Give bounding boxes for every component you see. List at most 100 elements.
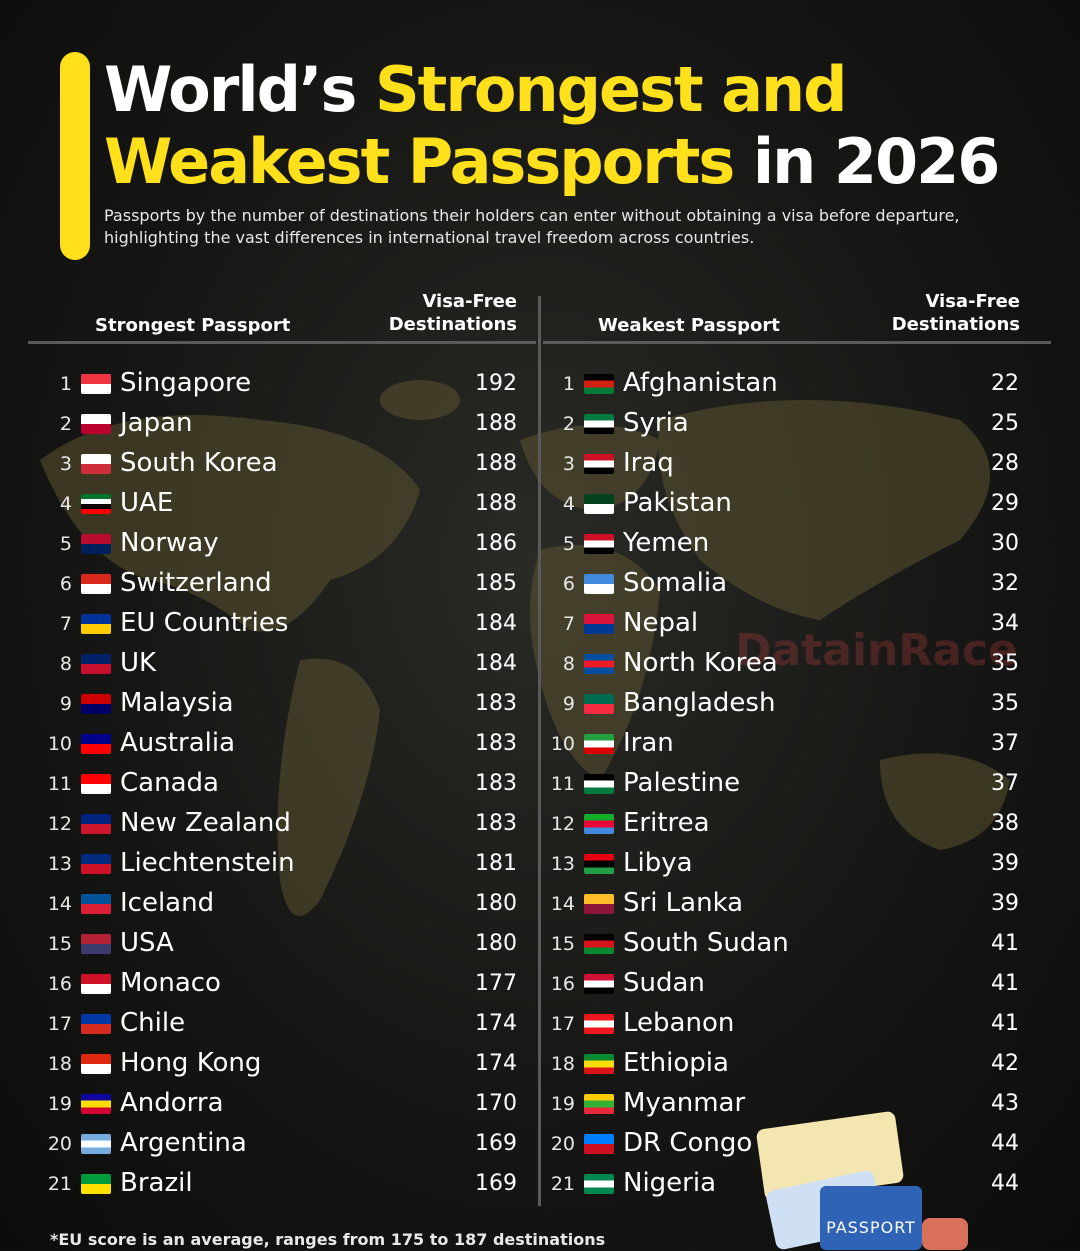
visa-free-count: 44	[991, 1131, 1019, 1156]
flag-icon	[81, 454, 111, 474]
flag-icon	[81, 894, 111, 914]
page-subtitle: Passports by the number of destinations …	[104, 206, 960, 247]
footnote: *EU score is an average, ranges from 175…	[50, 1230, 606, 1249]
country-name: North Korea	[623, 648, 778, 678]
visa-free-count: 185	[475, 571, 517, 596]
rank-number: 16	[47, 973, 72, 995]
flag-icon	[584, 734, 614, 754]
strongest-column-header: Strongest Passport	[95, 315, 291, 336]
rank-number: 10	[550, 733, 575, 755]
list-item: 3 South Korea 188	[46, 446, 517, 486]
rank-number: 1	[562, 373, 575, 395]
list-item: 20 Argentina 169	[46, 1126, 517, 1166]
visa-free-count: 177	[475, 971, 517, 996]
passport-stamp-illustration	[922, 1218, 968, 1250]
country-name: Sri Lanka	[623, 888, 744, 918]
list-item: 2 Syria 25	[549, 406, 1019, 446]
rank-number: 18	[47, 1053, 72, 1075]
list-item: 18 Ethiopia 42	[549, 1046, 1019, 1086]
visa-free-count: 39	[991, 891, 1019, 916]
visa-free-count: 29	[991, 491, 1019, 516]
rank-number: 14	[47, 893, 72, 915]
visa-free-count: 35	[991, 651, 1019, 676]
rank-number: 18	[550, 1053, 575, 1075]
list-item: 7 EU Countries 184	[46, 606, 517, 646]
list-item: 16 Sudan 41	[549, 966, 1019, 1006]
flag-icon	[584, 854, 614, 874]
strongest-value-header-line1: Visa-Free	[422, 291, 517, 312]
country-name: Nepal	[623, 608, 699, 638]
visa-free-count: 181	[475, 851, 517, 876]
visa-free-count: 37	[991, 771, 1019, 796]
rank-number: 11	[47, 773, 72, 795]
strongest-passport-list: 1 Singapore 192 2 Japan 188 3 South Korea 188 4 UA…	[46, 366, 517, 1206]
rank-number: 4	[59, 493, 72, 515]
list-item: 6 Somalia 32	[549, 566, 1019, 606]
list-item: 6 Switzerland 185	[46, 566, 517, 606]
list-item: 19 Myanmar 43	[549, 1086, 1019, 1126]
rank-number: 19	[47, 1093, 72, 1115]
visa-free-count: 22	[991, 371, 1019, 396]
visa-free-count: 184	[475, 611, 517, 636]
rank-number: 5	[562, 533, 575, 555]
flag-icon	[584, 1094, 614, 1114]
flag-icon	[81, 1134, 111, 1154]
column-divider	[538, 296, 541, 1206]
rank-number: 17	[550, 1013, 575, 1035]
visa-free-count: 183	[475, 691, 517, 716]
country-name: Brazil	[120, 1168, 193, 1198]
country-name: Ethiopia	[623, 1048, 729, 1078]
rank-number: 9	[59, 693, 72, 715]
country-name: Libya	[623, 848, 693, 878]
list-item: 2 Japan 188	[46, 406, 517, 446]
flag-icon	[81, 374, 111, 394]
rank-number: 6	[59, 573, 72, 595]
passport-illustration: PASSPORT	[820, 1186, 922, 1250]
visa-free-count: 174	[475, 1011, 517, 1036]
flag-icon	[584, 694, 614, 714]
flag-icon	[81, 614, 111, 634]
flag-icon	[584, 414, 614, 434]
flag-icon	[81, 1014, 111, 1034]
flag-icon	[584, 654, 614, 674]
country-name: Syria	[623, 408, 689, 438]
list-item: 14 Iceland 180	[46, 886, 517, 926]
list-item: 1 Singapore 192	[46, 366, 517, 406]
list-item: 11 Palestine 37	[549, 766, 1019, 806]
flag-icon	[81, 934, 111, 954]
list-item: 9 Malaysia 183	[46, 686, 517, 726]
country-name: Singapore	[120, 368, 252, 398]
rank-number: 3	[562, 453, 575, 475]
watermark: DatainRace	[735, 625, 1018, 676]
country-name: South Korea	[120, 448, 278, 478]
rank-number: 15	[550, 933, 575, 955]
list-item: 4 UAE 188	[46, 486, 517, 526]
flag-icon	[81, 534, 111, 554]
visa-free-count: 34	[991, 611, 1019, 636]
flag-icon	[81, 734, 111, 754]
rank-number: 3	[59, 453, 72, 475]
rank-number: 15	[47, 933, 72, 955]
visa-free-count: 188	[475, 491, 517, 516]
country-name: Pakistan	[623, 488, 732, 518]
country-name: Lebanon	[623, 1008, 735, 1038]
rank-number: 12	[47, 813, 72, 835]
country-name: South Sudan	[623, 928, 789, 958]
list-item: 19 Andorra 170	[46, 1086, 517, 1126]
visa-free-count: 188	[475, 411, 517, 436]
rank-number: 1	[59, 373, 72, 395]
country-name: Monaco	[120, 968, 221, 998]
country-name: Yemen	[623, 528, 710, 558]
list-item: 17 Chile 174	[46, 1006, 517, 1046]
flag-icon	[584, 1014, 614, 1034]
visa-free-count: 183	[475, 811, 517, 836]
visa-free-count: 169	[475, 1131, 517, 1156]
flag-icon	[584, 1054, 614, 1074]
flag-icon	[584, 494, 614, 514]
visa-free-count: 25	[991, 411, 1019, 436]
country-name: Chile	[120, 1008, 186, 1038]
visa-free-count: 169	[475, 1171, 517, 1196]
list-item: 13 Libya 39	[549, 846, 1019, 886]
country-name: Japan	[120, 408, 193, 438]
left-header-divider	[28, 341, 536, 344]
